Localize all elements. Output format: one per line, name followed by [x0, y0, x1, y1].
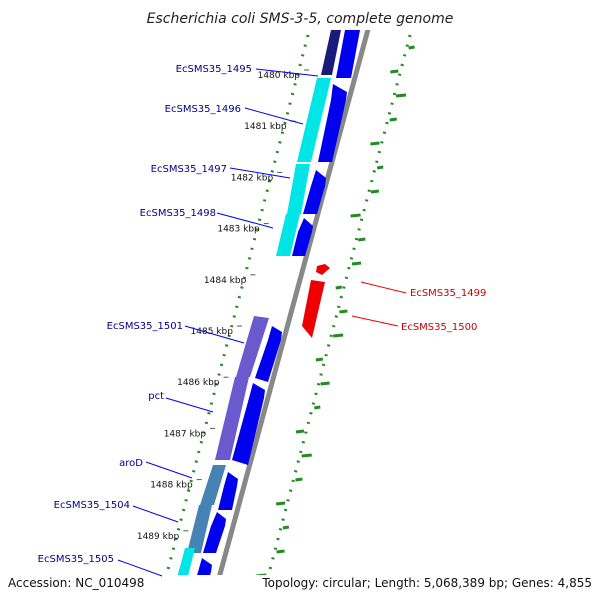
gene-arrow-forward [203, 512, 226, 553]
gene-label[interactable]: EcSMS35_1501 [107, 321, 183, 332]
gc-skew-dash [370, 189, 380, 194]
gene-arrow-reverse [302, 280, 325, 338]
cog-segment-cyan [297, 78, 331, 162]
kbp-tick-label: 1480 kbp [258, 71, 301, 81]
gc-skew-dash [358, 237, 366, 242]
gene-label[interactable]: EcSMS35_1499 [410, 288, 486, 299]
gc-skew-dash [370, 141, 380, 146]
map-title: Escherichia coli SMS-3-5, complete genom… [147, 11, 454, 27]
gene-label[interactable]: EcSMS35_1498 [140, 208, 216, 219]
gc-skew-dash [301, 453, 312, 458]
gene-label[interactable]: EcSMS35_1495 [176, 64, 252, 75]
gene-labels-left: EcSMS35_1495 EcSMS35_1496 EcSMS35_1497 E… [38, 64, 252, 565]
kbp-tick-label: 1486 kbp [177, 378, 220, 388]
cog-segment-steel [200, 465, 226, 505]
genome-summary-text: Topology: circular; Length: 5,068,389 bp… [261, 576, 592, 590]
gene-label[interactable]: EcSMS35_1497 [151, 164, 227, 175]
gene-label[interactable]: EcSMS35_1505 [38, 554, 114, 565]
gc-skew-dash [390, 69, 399, 74]
kbp-tick-label: 1488 kbp [150, 481, 193, 491]
kbp-tick-label: 1489 kbp [137, 532, 180, 542]
gc-skew-dash [350, 213, 361, 218]
gene-arrow-forward [232, 383, 265, 465]
gene-label-leaders-right [351, 281, 407, 327]
cog-segment-navy [321, 30, 341, 75]
kbp-tick-label: 1481 kbp [244, 122, 287, 132]
kbp-tick-label: 1487 kbp [164, 429, 207, 439]
gc-skew-dash [395, 93, 407, 98]
gene-labels-right: EcSMS35_1499 EcSMS35_1500 [401, 288, 486, 333]
gc-skew-dash [314, 405, 321, 410]
gc-skew-dash [320, 381, 330, 386]
gene-label[interactable]: aroD [119, 458, 143, 469]
gene-label-leaders-left [117, 68, 319, 577]
kbp-tick-label: 1483 kbp [217, 225, 260, 235]
cog-segments [177, 30, 341, 575]
kbp-tick-label: 1482 kbp [231, 173, 274, 183]
gc-skew-dash [276, 549, 285, 554]
gene-arrow-forward [197, 558, 212, 575]
gc-skew-dash [335, 285, 342, 290]
gene-arrow-forward [303, 170, 326, 214]
gc-skew-dash [275, 501, 286, 506]
cog-segment-cyan [287, 164, 310, 214]
accession-text: Accession: NC_010498 [8, 576, 144, 590]
cog-segment-steel [187, 505, 212, 553]
gene-label[interactable]: pct [148, 391, 164, 402]
gc-skew-dash [408, 45, 415, 50]
forward-strand-genes [197, 30, 360, 575]
gene-arrow-forward [218, 472, 238, 510]
kbp-scale: 1480 kbp 1481 kbp 1482 kbp 1483 kbp 1484 kbp… [137, 69, 309, 542]
cog-segment-cyan [276, 214, 300, 256]
gc-skew-dash [282, 525, 290, 530]
gene-arrow-forward [336, 30, 360, 78]
gc-skew-dash [389, 117, 397, 122]
gene-arrow-forward [292, 218, 313, 256]
cog-segment-cyan [177, 548, 195, 575]
gene-arrow-forward [318, 84, 347, 162]
cog-segment-purple [236, 316, 269, 377]
gc-skew-dash [339, 309, 348, 314]
cog-segment-purple [215, 377, 249, 460]
kbp-tick-label: 1485 kbp [191, 327, 234, 337]
gc-skew-dash [351, 261, 362, 266]
gc-skew-dash [333, 333, 344, 338]
reverse-strand-genes [302, 264, 330, 338]
gene-label[interactable]: EcSMS35_1496 [165, 104, 241, 115]
gene-label[interactable]: EcSMS35_1500 [401, 322, 477, 333]
kbp-tick-label: 1484 kbp [204, 276, 247, 286]
gc-skew-dash [295, 477, 303, 482]
map-body: 1480 kbp 1481 kbp 1482 kbp 1483 kbp 1484 kbp… [137, 30, 415, 575]
gc-skew-dash [315, 357, 324, 362]
genome-backbone [217, 30, 371, 575]
gc-skew-dash [376, 165, 384, 170]
gene-arrow-forward [255, 326, 282, 382]
gc-skew-dashes [256, 45, 415, 575]
gc-skew-dash [295, 429, 305, 434]
gene-label[interactable]: EcSMS35_1504 [54, 500, 130, 511]
gene-arrow-reverse [316, 264, 330, 275]
